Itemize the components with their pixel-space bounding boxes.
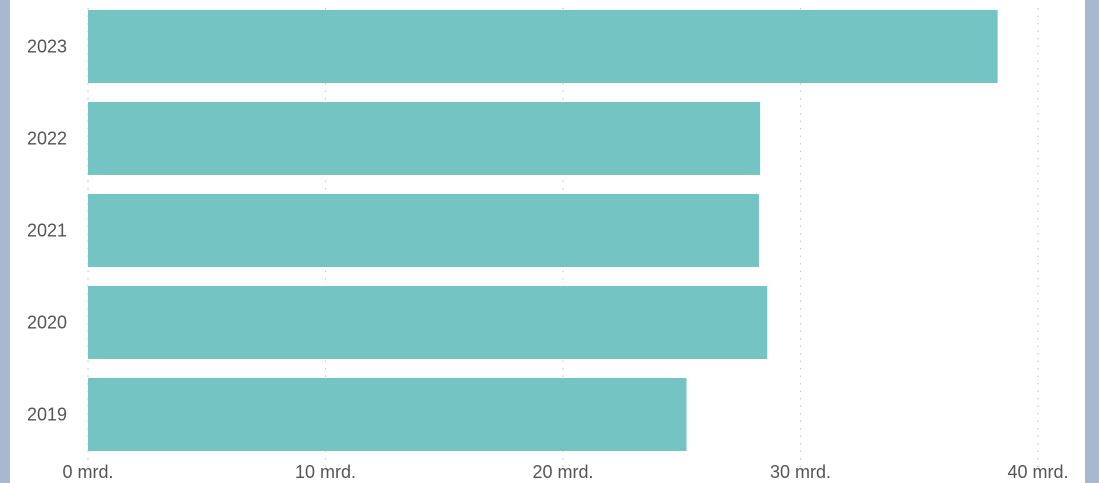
category-label-2019: 2019 xyxy=(27,405,67,425)
bar-2019[interactable] xyxy=(88,378,687,451)
bar-2023[interactable] xyxy=(88,10,998,83)
bars xyxy=(88,10,998,451)
bar-2020[interactable] xyxy=(88,286,768,359)
x-tick-label-2: 20 mrd. xyxy=(532,462,593,482)
x-tick-label-1: 10 mrd. xyxy=(295,462,356,482)
x-tick-label-3: 30 mrd. xyxy=(770,462,831,482)
category-label-2023: 2023 xyxy=(27,37,67,57)
x-tick-label-0: 0 mrd. xyxy=(62,462,113,482)
category-label-2021: 2021 xyxy=(27,221,67,241)
category-label-2020: 2020 xyxy=(27,313,67,333)
category-label-2022: 2022 xyxy=(27,129,67,149)
category-labels: 2023 2022 2021 2020 2019 xyxy=(27,37,67,425)
bar-chart: 2023 2022 2021 2020 2019 0 mrd. 10 mrd. 20 mrd… xyxy=(27,8,1069,482)
bar-2022[interactable] xyxy=(88,102,761,175)
chart-panel: 2023 2022 2021 2020 2019 0 mrd. 10 mrd. 20 mrd… xyxy=(10,0,1085,483)
x-axis-tick-labels: 0 mrd. 10 mrd. 20 mrd. 30 mrd. 40 mrd. xyxy=(62,462,1068,482)
x-tick-label-4: 40 mrd. xyxy=(1007,462,1068,482)
bar-2021[interactable] xyxy=(88,194,759,267)
